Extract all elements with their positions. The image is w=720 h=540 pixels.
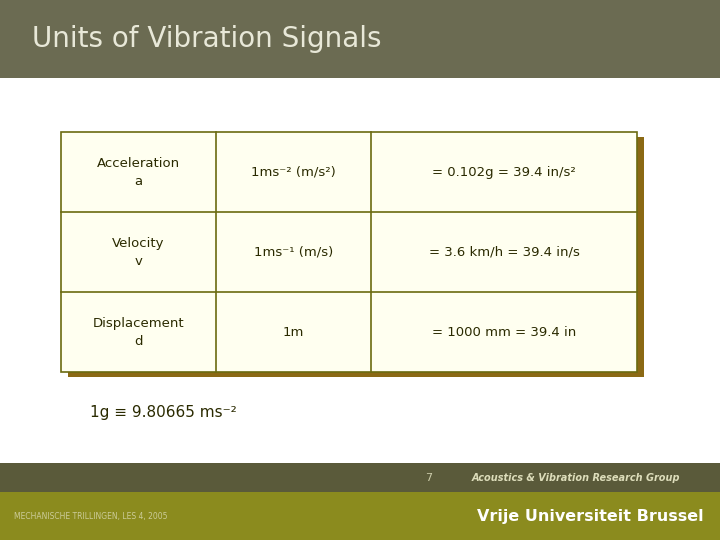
Bar: [0, 492, 720, 540]
Text: 1g ≡ 9.80665 ms⁻²: 1g ≡ 9.80665 ms⁻²: [90, 405, 237, 420]
Text: = 3.6 km/h = 39.4 in/s: = 3.6 km/h = 39.4 in/s: [428, 246, 580, 259]
Text: 1ms⁻² (m/s²): 1ms⁻² (m/s²): [251, 166, 336, 179]
Text: Velocity
v: Velocity v: [112, 237, 165, 268]
Text: = 0.102g = 39.4 in/s²: = 0.102g = 39.4 in/s²: [432, 166, 576, 179]
Text: 1m: 1m: [283, 326, 304, 339]
Bar: [68, 137, 644, 377]
Text: = 1000 mm = 39.4 in: = 1000 mm = 39.4 in: [432, 326, 576, 339]
Bar: [0, 463, 720, 492]
Text: Vrije Universiteit Brussel: Vrije Universiteit Brussel: [477, 509, 703, 524]
Text: Units of Vibration Signals: Units of Vibration Signals: [32, 25, 382, 53]
Text: MECHANISCHE TRILLINGEN, LES 4, 2005: MECHANISCHE TRILLINGEN, LES 4, 2005: [14, 512, 168, 521]
Text: Acceleration
a: Acceleration a: [97, 157, 180, 188]
Bar: [61, 132, 637, 372]
Bar: [0, 0, 720, 78]
Text: Displacement
d: Displacement d: [93, 316, 184, 348]
Text: Acoustics & Vibration Research Group: Acoustics & Vibration Research Group: [472, 472, 680, 483]
Text: 1ms⁻¹ (m/s): 1ms⁻¹ (m/s): [253, 246, 333, 259]
Text: 7: 7: [425, 472, 432, 483]
